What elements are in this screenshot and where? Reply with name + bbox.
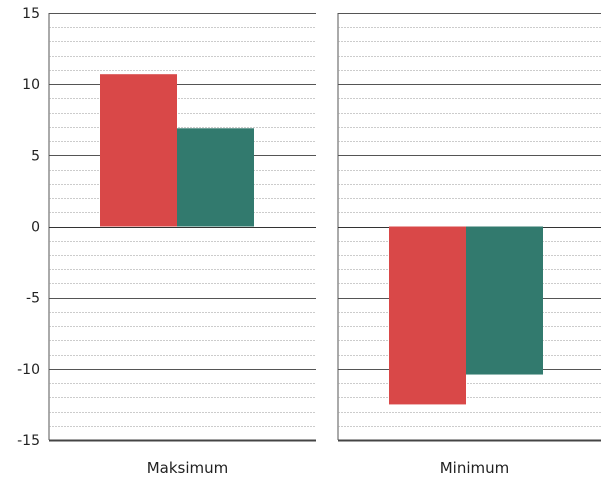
- bar-maksimum-series-2: [177, 128, 254, 227]
- category-label: Maksimum: [147, 459, 229, 477]
- y-tick-label: 10: [22, 77, 40, 93]
- x-axis-categories: Maksimum Minimum: [147, 459, 510, 477]
- bar-minimum-series-1: [389, 226, 466, 405]
- category-label: Minimum: [440, 459, 510, 477]
- bar-minimum-series-2: [466, 226, 543, 375]
- bars: [100, 74, 543, 405]
- y-tick-label: -5: [26, 291, 40, 307]
- gridlines: [49, 13, 601, 442]
- y-axis-ticks: 15 10 5 0 -5 -10 -15: [17, 6, 40, 449]
- y-tick-label: 5: [31, 148, 40, 164]
- y-tick-label: 0: [31, 220, 40, 236]
- y-tick-label: 15: [22, 6, 40, 22]
- y-tick-label: -10: [17, 362, 40, 378]
- y-tick-label: -15: [17, 433, 40, 449]
- bar-maksimum-series-1: [100, 74, 177, 227]
